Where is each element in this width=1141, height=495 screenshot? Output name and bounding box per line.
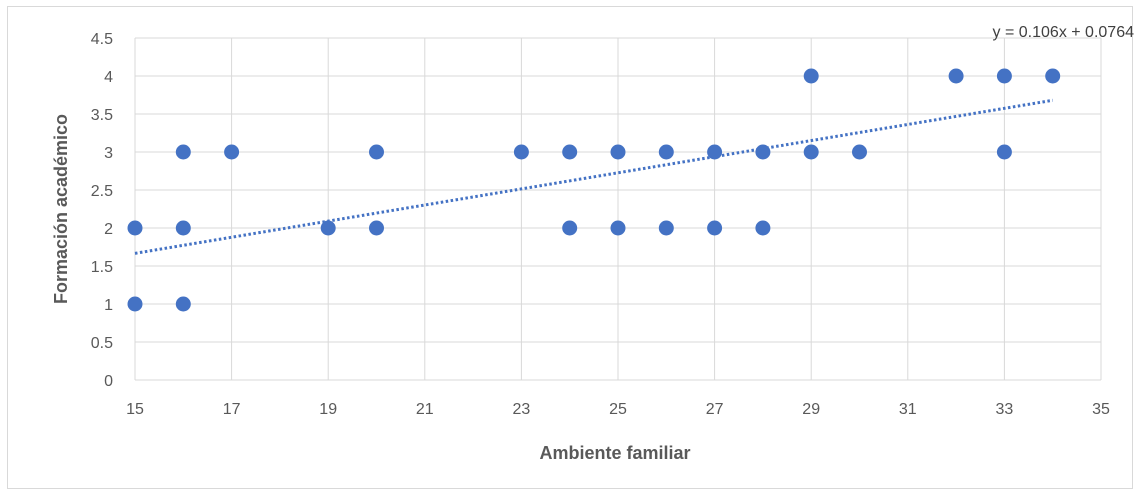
data-point — [803, 144, 819, 160]
y-tick-label: 1.5 — [91, 259, 113, 276]
data-point — [658, 144, 674, 160]
x-tick-label: 19 — [319, 401, 337, 418]
y-tick-label: 4.5 — [91, 31, 113, 48]
y-tick-label: 4 — [104, 69, 113, 86]
chart-area — [7, 6, 1133, 489]
trendline-equation: y = 0.106x + 0.0764 — [993, 24, 1135, 41]
data-point — [175, 144, 191, 160]
data-point — [175, 220, 191, 236]
data-point — [562, 144, 578, 160]
x-axis-ticks: 15 17 19 21 23 25 27 29 31 33 35 — [126, 401, 1110, 418]
y-tick-label: 0 — [104, 373, 113, 390]
x-tick-label: 25 — [609, 401, 627, 418]
x-axis-title: Ambiente familiar — [539, 443, 690, 463]
data-point — [996, 144, 1012, 160]
data-point — [175, 296, 191, 312]
y-tick-label: 3 — [104, 145, 113, 162]
x-tick-label: 17 — [223, 401, 241, 418]
x-tick-label: 15 — [126, 401, 144, 418]
x-tick-label: 23 — [513, 401, 531, 418]
y-axis-ticks: 0 0.5 1 1.5 2 2.5 3 3.5 4 4.5 — [91, 31, 113, 390]
y-tick-label: 1 — [104, 297, 113, 314]
data-point — [948, 68, 964, 84]
data-point — [369, 144, 384, 160]
data-point — [658, 220, 674, 236]
data-point — [996, 68, 1012, 84]
trendline — [134, 98, 1053, 255]
x-tick-label: 35 — [1092, 401, 1110, 418]
data-point — [127, 296, 143, 312]
data-point — [320, 220, 336, 236]
y-tick-label: 2 — [104, 221, 113, 238]
data-point — [852, 144, 867, 160]
x-tick-label: 27 — [706, 401, 724, 418]
data-point — [224, 144, 240, 160]
y-tick-label: 2.5 — [91, 183, 113, 200]
data-point — [755, 220, 771, 236]
x-tick-label: 29 — [802, 401, 820, 418]
x-tick-label: 21 — [416, 401, 434, 418]
data-point — [369, 220, 384, 236]
data-point — [707, 220, 723, 236]
y-tick-label: 3.5 — [91, 107, 113, 124]
x-tick-label: 33 — [996, 401, 1014, 418]
y-axis-title: Formación académico — [51, 114, 71, 304]
data-point — [127, 220, 143, 236]
gridlines — [134, 37, 1102, 381]
data-point — [610, 144, 626, 160]
data-point — [803, 68, 819, 84]
data-point — [1045, 68, 1061, 84]
y-tick-label: 0.5 — [91, 335, 113, 352]
data-point — [610, 220, 626, 236]
data-points — [127, 68, 1061, 312]
x-tick-label: 31 — [899, 401, 917, 418]
data-point — [562, 220, 578, 236]
data-point — [513, 144, 529, 160]
